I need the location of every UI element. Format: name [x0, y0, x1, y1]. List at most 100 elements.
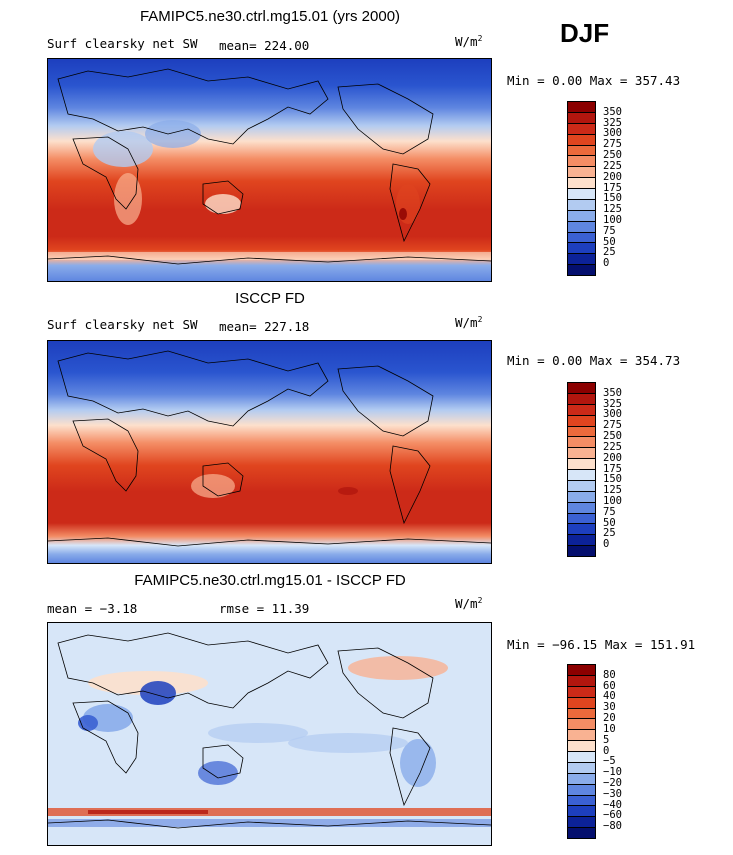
- panel-2-colorbar-labels: 350 325 300 275 250 225 200 175 150 125 100 75 50 25 0: [603, 382, 643, 555]
- colorbar-swatch: [568, 502, 595, 514]
- colorbar-swatch: [568, 762, 595, 774]
- colorbar-tick-label: 20: [603, 712, 616, 725]
- colorbar-tick-label: −10: [603, 766, 622, 779]
- colorbar-swatch: [568, 697, 595, 709]
- colorbar-tick-label: 325: [603, 116, 622, 129]
- colorbar-swatch: [568, 112, 595, 124]
- colorbar-swatch: [568, 415, 595, 427]
- colorbar-tick-label: 350: [603, 105, 622, 118]
- colorbar-swatch: [568, 459, 595, 470]
- colorbar-swatch: [568, 393, 595, 405]
- colorbar-swatch: [568, 178, 595, 189]
- colorbar-swatch: [568, 795, 595, 807]
- colorbar-swatch: [568, 708, 595, 720]
- colorbar-swatch: [568, 232, 595, 244]
- panel-3-colorbar-labels: 80 60 40 30 20 10 5 0 −5 −10 −20 −30 −40 −60 −80: [603, 664, 643, 837]
- colorbar-swatch: [568, 665, 595, 676]
- colorbar-tick-label: 25: [603, 246, 616, 259]
- colorbar-tick-label: 150: [603, 192, 622, 205]
- colorbar-swatch: [568, 817, 595, 829]
- colorbar-tick-label: 175: [603, 462, 622, 475]
- colorbar-swatch: [568, 752, 595, 763]
- panel-1-minmax: Min = 0.00 Max = 357.43: [507, 73, 681, 88]
- colorbar-swatch: [568, 773, 595, 785]
- colorbar-swatch: [568, 102, 595, 113]
- panel-3-map: [47, 622, 492, 846]
- colorbar-tick-label: 25: [603, 527, 616, 540]
- colorbar-swatch: [568, 265, 595, 275]
- panel-2-mean-label: mean= 227.18: [219, 319, 310, 334]
- colorbar-tick-label: 125: [603, 484, 622, 497]
- colorbar-swatch: [568, 535, 595, 547]
- colorbar-swatch: [568, 145, 595, 157]
- colorbar-swatch: [568, 437, 595, 449]
- panel-1-variable-label: Surf clearsky net SW: [47, 36, 198, 51]
- colorbar-tick-label: 5: [603, 733, 610, 746]
- season-label: DJF: [560, 18, 610, 48]
- colorbar-swatch: [568, 828, 595, 838]
- colorbar-tick-label: −40: [603, 798, 622, 811]
- colorbar-tick-label: 150: [603, 473, 622, 486]
- colorbar-swatch: [568, 221, 595, 233]
- colorbar-swatch: [568, 254, 595, 266]
- colorbar-tick-label: 250: [603, 430, 622, 443]
- panel-3-mean-label: mean = −3.18: [47, 601, 138, 616]
- colorbar-tick-label: 50: [603, 235, 616, 248]
- colorbar-swatch: [568, 156, 595, 168]
- colorbar-swatch: [568, 210, 595, 222]
- colorbar-tick-label: 0: [603, 744, 610, 757]
- colorbar-swatch: [568, 675, 595, 687]
- colorbar-tick-label: 60: [603, 679, 616, 692]
- colorbar-tick-label: 40: [603, 690, 616, 703]
- colorbar-swatch: [568, 524, 595, 536]
- colorbar-tick-label: 325: [603, 397, 622, 410]
- colorbar-tick-label: 50: [603, 516, 616, 529]
- colorbar-swatch: [568, 513, 595, 525]
- colorbar-tick-label: 30: [603, 701, 616, 714]
- colorbar-swatch: [568, 448, 595, 460]
- colorbar-tick-label: 175: [603, 181, 622, 194]
- colorbar-tick-label: 275: [603, 138, 622, 151]
- colorbar-swatch: [568, 480, 595, 492]
- colorbar-swatch: [568, 383, 595, 394]
- panel-3-title: FAMIPC5.ne30.ctrl.mg15.01 - ISCCP FD: [134, 572, 406, 589]
- colorbar-tick-label: 350: [603, 386, 622, 399]
- colorbar-tick-label: 0: [603, 257, 610, 270]
- panel-2-variable-label: Surf clearsky net SW: [47, 317, 198, 332]
- colorbar-tick-label: 125: [603, 203, 622, 216]
- colorbar-tick-label: 200: [603, 451, 622, 464]
- colorbar-swatch: [568, 199, 595, 211]
- colorbar-tick-label: 300: [603, 127, 622, 140]
- panel-2-map: [47, 340, 492, 564]
- colorbar-tick-label: 300: [603, 408, 622, 421]
- colorbar-swatch: [568, 730, 595, 742]
- panel-1-units: W/m2: [455, 34, 483, 50]
- colorbar-tick-label: −5: [603, 755, 616, 768]
- colorbar-tick-label: 275: [603, 419, 622, 432]
- panel-2-minmax: Min = 0.00 Max = 354.73: [507, 353, 681, 368]
- colorbar-swatch: [568, 741, 595, 752]
- colorbar-tick-label: 80: [603, 668, 616, 681]
- panel-1-colorbar: [567, 101, 596, 276]
- colorbar-tick-label: −80: [603, 820, 622, 833]
- colorbar-tick-label: −30: [603, 787, 622, 800]
- panel-1-colorbar-labels: 350 325 300 275 250 225 200 175 150 125 100 75 50 25 0: [603, 101, 643, 274]
- colorbar-tick-label: 250: [603, 149, 622, 162]
- colorbar-swatch: [568, 243, 595, 255]
- panel-1-title: FAMIPC5.ne30.ctrl.mg15.01 (yrs 2000): [139, 8, 401, 25]
- colorbar-swatch: [568, 491, 595, 503]
- colorbar-tick-label: 200: [603, 170, 622, 183]
- colorbar-tick-label: −20: [603, 776, 622, 789]
- colorbar-swatch: [568, 784, 595, 796]
- colorbar-swatch: [568, 686, 595, 698]
- colorbar-tick-label: 75: [603, 224, 616, 237]
- colorbar-tick-label: 100: [603, 494, 622, 507]
- colorbar-tick-label: 75: [603, 505, 616, 518]
- colorbar-swatch: [568, 546, 595, 556]
- colorbar-tick-label: 0: [603, 538, 610, 551]
- colorbar-swatch: [568, 426, 595, 438]
- colorbar-swatch: [568, 719, 595, 731]
- colorbar-swatch: [568, 189, 595, 200]
- panel-1-map: [47, 58, 492, 282]
- colorbar-tick-label: −60: [603, 809, 622, 822]
